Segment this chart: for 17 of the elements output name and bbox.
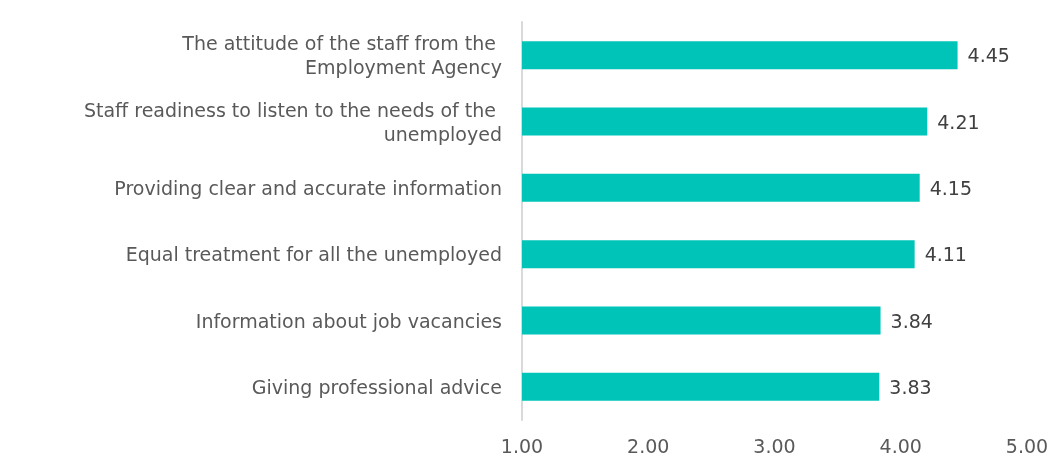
x-tick-label: 2.00 [627,434,670,457]
data-label: 4.15 [929,176,972,199]
data-label: 4.21 [937,110,980,133]
data-label: 3.84 [890,309,933,332]
data-label: 4.11 [924,243,967,266]
y-tick-label: Giving professional advice [251,375,502,398]
y-tick-label: Providing clear and accurate information [114,176,502,199]
data-label: 4.45 [967,44,1010,67]
y-tick-label: Information about job vacancies [195,309,502,332]
x-tick-label: 5.00 [1005,434,1049,457]
x-tick-label: 1.00 [500,434,544,457]
y-tick-label: Equal treatment for all the unemployed [125,243,502,266]
y-tick-label: The attitude of the staff from the Employment Agency [181,32,502,79]
x-tick-label: 3.00 [753,434,796,457]
x-tick-label: 4.00 [879,434,922,457]
data-label: 3.83 [889,375,932,398]
y-tick-label: Staff readiness to listen to the needs of the unemployed [83,98,502,145]
